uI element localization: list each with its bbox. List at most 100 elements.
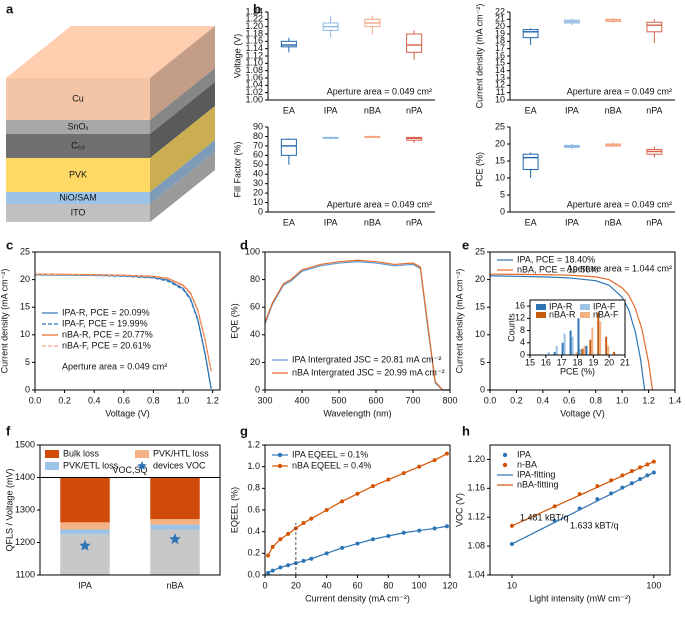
annotation: Aperture area = 0.049 cm² (567, 199, 672, 209)
x-tick-label: 100 (646, 580, 661, 590)
y-tick-label: 25 (495, 121, 505, 131)
x-tick-label: 18 (572, 357, 582, 367)
hist-bar (547, 351, 550, 355)
legend-label: nBA-fitting (517, 479, 559, 489)
y-tick-label: 5 (480, 357, 485, 367)
point (432, 526, 437, 531)
hist-bar (589, 339, 592, 355)
y-axis-label: Voltage (V) (232, 34, 242, 79)
hist-bar (585, 345, 588, 355)
y-tick-label: 0 (258, 206, 263, 216)
x-tick-label: 16 (541, 357, 551, 367)
y-tick-label: 1.0 (247, 461, 260, 471)
x-tick-label: 17 (557, 357, 567, 367)
x-tick-label: nBA (166, 580, 183, 590)
point (386, 534, 391, 538)
panel-letter: h (462, 423, 470, 438)
box (646, 21, 663, 33)
x-tick-label: nPA (646, 217, 662, 227)
layer (6, 120, 150, 134)
point (324, 508, 329, 512)
point (340, 545, 345, 550)
panel-letter: d (240, 237, 248, 252)
point (301, 558, 306, 563)
point (286, 563, 291, 568)
y-tick-label: 0 (255, 384, 260, 394)
hist-bar (583, 345, 586, 355)
layer (6, 134, 150, 158)
y-axis-label: Counts (506, 313, 516, 342)
x-tick-label: 0.2 (510, 395, 523, 405)
y-tick-label: 1.14 (245, 43, 263, 53)
legend-swatch (536, 312, 546, 318)
y-tick-label: 10 (20, 329, 30, 339)
point (270, 568, 275, 573)
y-tick-label: 60 (250, 302, 260, 312)
layer (6, 78, 150, 120)
legend-swatch (580, 304, 590, 310)
legend-label: IPA-fitting (517, 469, 555, 479)
y-tick-label: 0 (500, 206, 505, 216)
y-axis-label: Current density (mA cm⁻²) (0, 269, 9, 374)
y-tick-label: 0.4 (247, 526, 260, 536)
y-axis-label: QFLS / Voltage (mV) (4, 468, 14, 551)
x-tick-label: 0.6 (118, 395, 131, 405)
y-tick-label: 0 (25, 384, 30, 394)
x-tick-label: nBA (364, 105, 381, 115)
layer-label: PVK (69, 169, 87, 179)
point (340, 499, 345, 504)
y-tick-label: 20 (475, 274, 485, 284)
hist-bar (599, 321, 602, 355)
y-axis-label: Current density (mA cm⁻²) (474, 4, 484, 109)
layer-side (150, 106, 215, 192)
layer-side (150, 152, 215, 222)
y-tick-label: 60 (253, 150, 263, 160)
panel-letter: e (462, 237, 469, 252)
y-tick-label: 0.2 (247, 548, 260, 558)
y-tick-label: 1.16 (245, 36, 263, 46)
x-tick-label: IPA (78, 580, 92, 590)
legend-marker (502, 452, 508, 458)
x-tick-label: 0.4 (537, 395, 550, 405)
legend-label: IPA-F, PCE = 19.99% (62, 318, 148, 328)
x-tick-label: 15 (525, 357, 535, 367)
axes-frame (34, 251, 221, 391)
layer (6, 204, 150, 222)
point (386, 477, 391, 482)
layer (6, 158, 150, 192)
legend-label: IPA, PCE = 18.40% (517, 254, 595, 264)
point (444, 451, 449, 456)
series-line (267, 525, 448, 574)
point (444, 524, 449, 529)
layer-label: C₆₀ (71, 140, 85, 150)
layer (6, 192, 150, 204)
annotation: Aperture area = 0.049 cm² (327, 199, 432, 209)
y-tick-label: 1100 (16, 569, 35, 579)
hist-bar (575, 351, 578, 355)
panel-letter: f (6, 423, 11, 438)
annotation: Aperture area = 0.049 cm² (62, 361, 167, 371)
y-tick-label: 16 (495, 50, 505, 60)
x-tick-label: 40 (322, 580, 332, 590)
hist-bar (571, 336, 574, 355)
point (266, 570, 271, 575)
y-tick-label: 1.00 (245, 94, 263, 104)
y-tick-label: 13 (495, 72, 505, 82)
x-tick-label: 20 (604, 357, 614, 367)
y-tick-label: 10 (495, 172, 505, 182)
series-line (489, 273, 654, 391)
x-axis-label: Light intensity (mW cm⁻²) (529, 593, 631, 603)
y-tick-label: 20 (495, 21, 505, 31)
y-tick-label: 80 (253, 131, 263, 141)
bar-segment (150, 519, 200, 525)
x-axis-label: Voltage (V) (105, 408, 150, 418)
y-tick-label: 25 (20, 246, 30, 256)
y-tick-label: 20 (250, 357, 260, 367)
x-tick-label: 800 (442, 395, 457, 405)
y-tick-label: 70 (253, 140, 263, 150)
y-tick-label: 10 (495, 94, 505, 104)
x-tick-label: 0.6 (563, 395, 576, 405)
legend-swatch (536, 304, 546, 310)
series-line (34, 273, 212, 372)
y-tick-label: 20 (253, 187, 263, 197)
